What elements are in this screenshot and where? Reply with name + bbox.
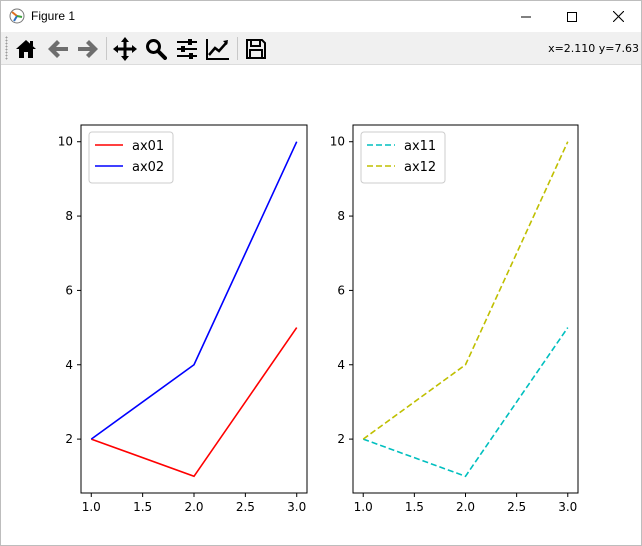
y-tick-label: 10: [330, 135, 345, 149]
subplot-2: 1.0 1.5 2.0 2.5 3.0 2 4 6 8 10 ax11 ax12: [330, 124, 579, 514]
pan-button[interactable]: [112, 36, 138, 62]
minimize-button[interactable]: [503, 1, 549, 32]
back-button[interactable]: [45, 36, 71, 62]
home-button[interactable]: [13, 36, 39, 62]
x-tick-label: 1.0: [354, 500, 373, 514]
y-tick-label: 2: [65, 432, 73, 446]
y-tick-label: 2: [337, 432, 345, 446]
x-tick-label: 2.5: [507, 500, 526, 514]
x-tick-label: 3.0: [287, 500, 306, 514]
matplotlib-app-icon: [9, 8, 25, 24]
arrow-right-icon: [78, 40, 98, 58]
x-tick-label: 2.0: [456, 500, 475, 514]
maximize-icon: [567, 11, 577, 22]
subplots-button[interactable]: [174, 36, 200, 62]
sliders-icon: [177, 39, 197, 59]
save-button[interactable]: [243, 36, 269, 62]
series-line-ax02: [90, 141, 298, 440]
toolbar-separator: [106, 37, 107, 60]
y-tick-label: 6: [65, 283, 73, 297]
magnifier-icon: [146, 39, 167, 60]
x-tick-label: 3.0: [558, 500, 577, 514]
y-tick-label: 8: [337, 209, 345, 223]
home-icon: [16, 40, 36, 58]
y-tick-label: 8: [65, 209, 73, 223]
toolbar-grip[interactable]: [5, 36, 8, 60]
y-tick-label: 4: [65, 358, 73, 372]
x-tick-label: 2.0: [184, 500, 203, 514]
line-chart-icon: [206, 39, 229, 60]
x-tick-label: 1.5: [133, 500, 152, 514]
x-tick-label: 1.5: [405, 500, 424, 514]
y-tick-label: 6: [337, 283, 345, 297]
plot-svg[interactable]: 1.0 1.5 2.0 2.5 3.0 2 4 6 8 10 ax01 ax02 1.0 1.5 2.0 2.…: [1, 65, 641, 545]
x-tick-label: 2.5: [236, 500, 255, 514]
legend-label-ax12: ax12: [404, 160, 436, 175]
series-line-ax12: [362, 141, 569, 440]
legend-label-ax11: ax11: [404, 139, 436, 154]
zoom-button[interactable]: [143, 36, 169, 62]
navigation-toolbar: x=2.110 y=7.63: [1, 32, 641, 65]
arrow-left-icon: [48, 40, 68, 58]
legend-label-ax01: ax01: [132, 139, 164, 154]
y-tick-label: 4: [337, 358, 345, 372]
close-button[interactable]: [595, 1, 641, 32]
series-line-ax01: [91, 327, 298, 478]
y-tick-label: 10: [58, 135, 73, 149]
toolbar-separator: [237, 37, 238, 60]
edit-axes-button[interactable]: [205, 36, 231, 62]
title-bar[interactable]: Figure 1: [1, 1, 641, 32]
x-tick-label: 1.0: [82, 500, 101, 514]
minimize-icon: [521, 16, 531, 17]
subplot-1: 1.0 1.5 2.0 2.5 3.0 2 4 6 8 10 ax01 ax02: [58, 124, 308, 514]
window-title: Figure 1: [31, 9, 76, 23]
legend-label-ax02: ax02: [132, 160, 164, 175]
floppy-disk-icon: [246, 39, 266, 59]
cursor-coordinates: x=2.110 y=7.63: [548, 42, 639, 55]
forward-button[interactable]: [75, 36, 101, 62]
move-icon: [113, 37, 137, 61]
series-line-ax11: [362, 327, 569, 478]
close-icon: [612, 11, 624, 22]
figure-canvas[interactable]: 1.0 1.5 2.0 2.5 3.0 2 4 6 8 10 ax01 ax02 1.0 1.5 2.0 2.…: [1, 65, 641, 545]
maximize-button[interactable]: [549, 1, 595, 32]
